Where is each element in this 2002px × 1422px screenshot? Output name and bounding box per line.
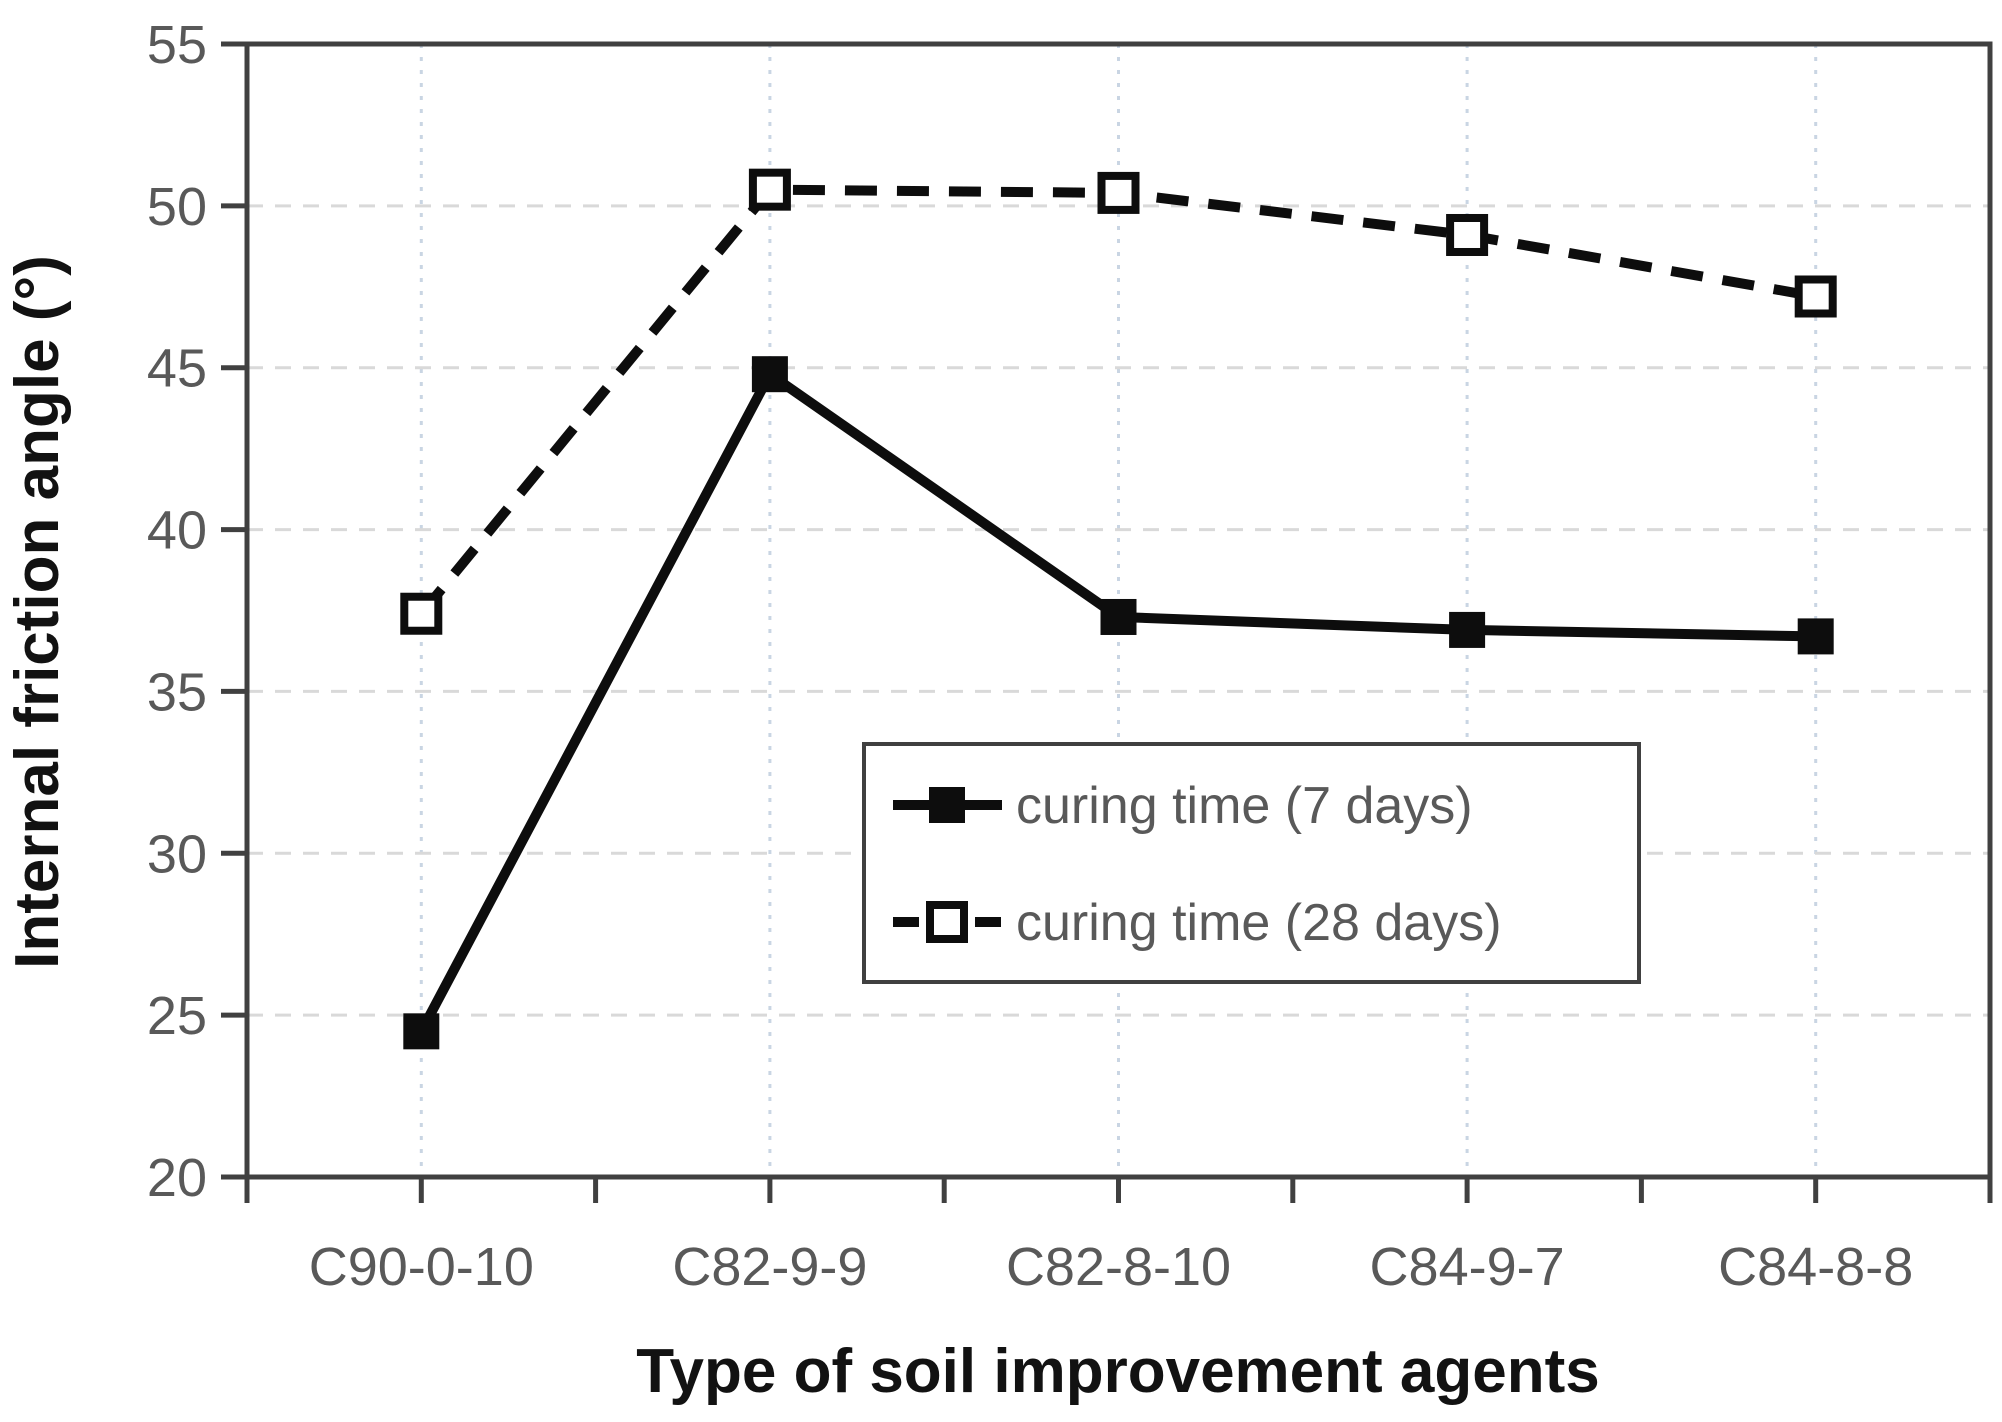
data-marker-filled-square	[751, 356, 788, 393]
data-marker-open-square	[748, 168, 791, 211]
data-marker-open-square	[400, 592, 443, 635]
data-marker-open-square	[1446, 213, 1489, 256]
legend-label: curing time (7 days)	[1016, 777, 1473, 835]
data-marker-open-square	[1097, 171, 1140, 214]
y-tick-label: 50	[147, 177, 207, 237]
data-marker-filled-square	[1100, 598, 1137, 635]
y-tick-label: 20	[147, 1148, 207, 1208]
data-marker-filled-square	[1797, 618, 1834, 655]
data-marker-filled-square	[1449, 611, 1486, 648]
data-marker-filled-square	[403, 1013, 440, 1050]
data-marker-open-square	[1794, 275, 1837, 318]
y-tick-label: 40	[147, 501, 207, 561]
y-tick-label: 35	[147, 662, 207, 722]
legend-marker-filled-square	[929, 787, 965, 823]
chart-generated-layer: 20 25 30 35 40 45 50 55 C90-0-10 C82-9-9 C82-8-10 C…	[147, 15, 1993, 1297]
x-tick-label: C82-9-9	[672, 1237, 867, 1297]
x-tick-label: C84-8-8	[1718, 1237, 1913, 1297]
y-axis-title: Internal friction angle (°)	[3, 255, 72, 969]
x-tick-label: C90-0-10	[309, 1237, 534, 1297]
y-tick-label: 30	[147, 824, 207, 884]
x-axis-title: Type of soil improvement agents	[636, 1337, 1599, 1406]
legend-label: curing time (28 days)	[1016, 894, 1502, 952]
x-tick-label: C84-9-7	[1370, 1237, 1565, 1297]
legend-box	[862, 742, 1641, 984]
y-tick-label: 25	[147, 986, 207, 1046]
y-tick-label: 55	[147, 15, 207, 75]
y-tick-label: 45	[147, 339, 207, 399]
legend-marker-open-square	[926, 901, 968, 943]
x-tick-label: C82-8-10	[1006, 1237, 1231, 1297]
